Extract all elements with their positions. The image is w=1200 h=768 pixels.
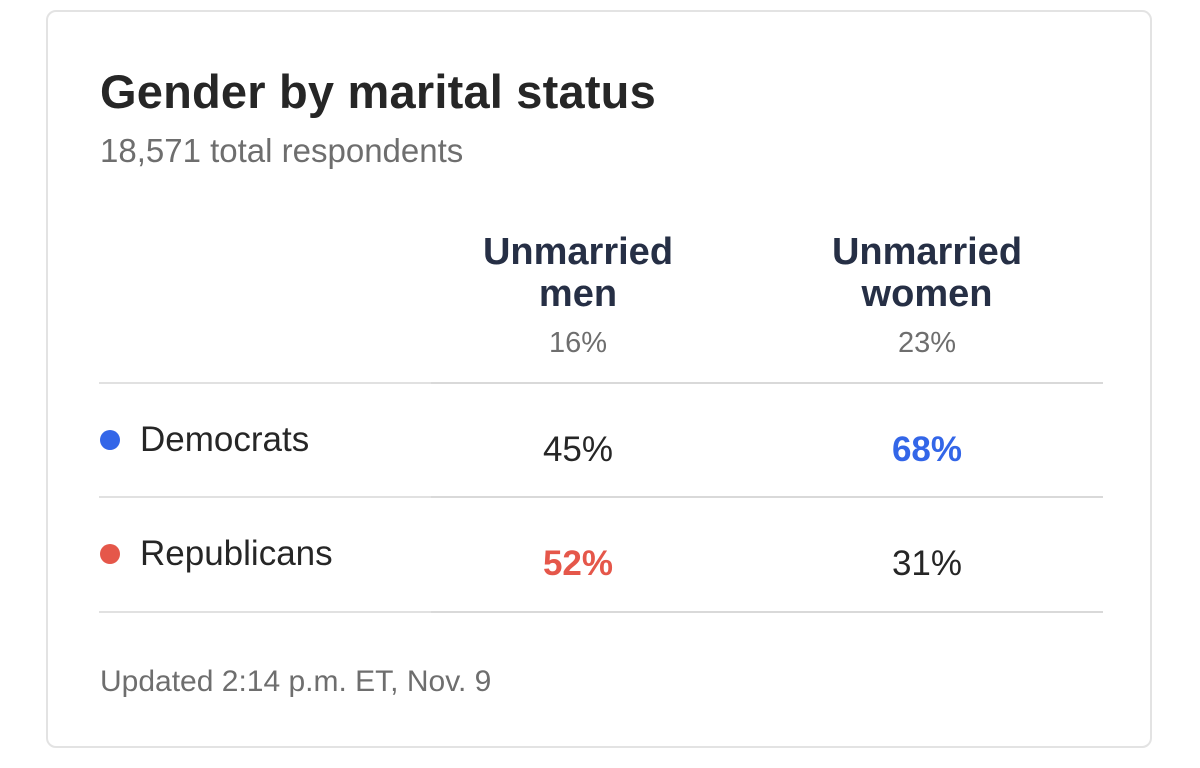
column-label-line1: Unmarried	[831, 231, 1023, 273]
respondents-count: 18,571 total respondents	[100, 132, 464, 169]
column-label: Unmarried women	[777, 231, 1077, 315]
democrat-dot-icon	[100, 430, 120, 450]
updated-timestamp: Updated 2:14 p.m. ET, Nov. 9	[100, 665, 492, 698]
table-divider	[431, 496, 1103, 498]
table-divider	[99, 496, 431, 498]
cell-republicans-men: 52%	[542, 544, 614, 583]
row-label-text: Republicans	[140, 534, 333, 573]
row-label-democrats: Democrats	[100, 420, 309, 460]
table-divider	[99, 611, 431, 613]
cell-democrats-men: 45%	[542, 430, 614, 469]
column-share: 16%	[548, 327, 608, 359]
cell-democrats-women: 68%	[891, 430, 963, 469]
column-label-line2: men	[538, 273, 618, 315]
column-header-unmarried-men: Unmarried men 16%	[428, 231, 728, 360]
table-divider	[431, 382, 1103, 384]
column-header-unmarried-women: Unmarried women 23%	[777, 231, 1077, 360]
results-card: Gender by marital status 18,571 total re…	[46, 10, 1152, 748]
row-label-republicans: Republicans	[100, 534, 333, 574]
table-divider	[431, 611, 1103, 613]
column-label-line2: women	[861, 273, 993, 315]
column-share: 23%	[897, 327, 957, 359]
row-label-text: Democrats	[140, 420, 310, 459]
column-label-line1: Unmarried	[482, 231, 674, 273]
republican-dot-icon	[100, 544, 120, 564]
cell-republicans-women: 31%	[891, 544, 963, 583]
column-label: Unmarried men	[428, 231, 728, 315]
table-divider	[99, 382, 431, 384]
card-title: Gender by marital status	[100, 65, 656, 118]
